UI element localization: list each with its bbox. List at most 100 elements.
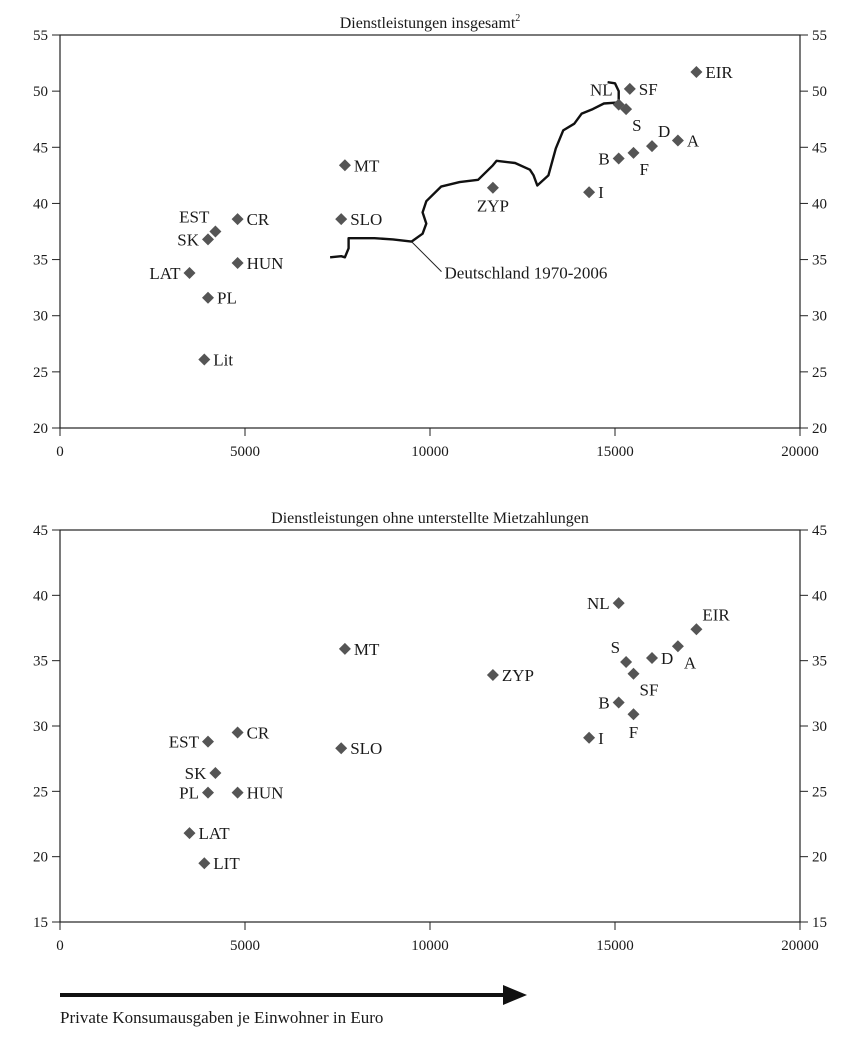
chart1-point-d (646, 652, 658, 665)
chart1-point-label-slo: SLO (350, 739, 382, 758)
chart0-point-label-pl: PL (217, 289, 237, 308)
chart1-point-f (627, 708, 640, 721)
chart1-point-est (202, 735, 214, 748)
chart1-ytick-label-left-30: 30 (33, 719, 48, 735)
chart1-point-sk (209, 767, 222, 780)
chart1-point-i (583, 731, 596, 744)
chart0-point-mt (338, 159, 351, 172)
chart1-ytick-label-left-45: 45 (33, 523, 48, 539)
chart1-ytick-label-right-45: 45 (812, 523, 827, 539)
chart0-point-label-f: F (640, 160, 649, 179)
chart1-point-label-hun: HUN (247, 784, 284, 803)
chart1-point-label-sk: SK (185, 764, 207, 783)
chart0-point-label-lat: LAT (149, 264, 181, 283)
chart0-point-label-lit: Lit (213, 351, 233, 370)
chart0-point-label-sk: SK (177, 230, 199, 249)
chart1-ytick-label-right-15: 15 (812, 915, 827, 931)
chart0-point-label-slo: SLO (350, 210, 382, 229)
chart1-point-slo (335, 742, 348, 755)
chart1-point-sf (627, 667, 640, 680)
chart1-point-label-cr: CR (247, 724, 270, 743)
chart0-ytick-label-right-20: 20 (812, 421, 827, 437)
chart0-point-pl (202, 291, 214, 304)
chart0-title: Dienstleistungen insgesamt2 (340, 13, 521, 32)
chart0-ytick-label-right-35: 35 (812, 253, 827, 269)
chart1-point-label-i: I (598, 729, 604, 748)
chart0-series-annotation: Deutschland 1970-2006 (445, 264, 608, 283)
chart0-ytick-label-right-45: 45 (812, 140, 827, 156)
chart0-point-label-hun: HUN (247, 254, 284, 273)
chart0-ytick-label-right-40: 40 (812, 196, 827, 212)
chart0-point-cr (231, 213, 244, 226)
chart0-xtick-label-20000: 20000 (781, 444, 819, 460)
chart1-xtick-label-20000: 20000 (781, 938, 819, 954)
chart1-point-label-f: F (629, 723, 638, 742)
chart0-point-eir (690, 66, 703, 79)
chart1-point-a (671, 640, 684, 653)
chart0-ytick-label-right-50: 50 (812, 84, 827, 100)
chart1-point-eir (690, 623, 703, 636)
chart1-xtick-label-15000: 15000 (596, 938, 634, 954)
chart1-point-nl (612, 597, 625, 610)
chart0-ytick-label-left-40: 40 (33, 196, 48, 212)
chart0-point-label-eir: EIR (705, 63, 733, 82)
chart0-xtick-label-15000: 15000 (596, 444, 634, 460)
chart0-point-label-a: A (687, 132, 700, 151)
chart0-point-zyp (486, 181, 499, 194)
chart1-ytick-label-left-40: 40 (33, 588, 48, 604)
chart1-point-mt (338, 642, 351, 655)
chart0-point-label-sf: SF (639, 80, 658, 99)
chart0-title-superscript: 2 (515, 13, 520, 24)
chart1-point-label-b: B (598, 693, 609, 712)
chart0-point-label-b: B (598, 150, 609, 169)
chart1-point-label-a: A (684, 653, 697, 672)
chart1-ytick-label-right-30: 30 (812, 719, 827, 735)
chart1-ytick-label-left-35: 35 (33, 654, 48, 670)
x-caption-group: Private Konsumausgaben je Einwohner in E… (60, 985, 527, 1027)
chart1-point-hun (231, 786, 244, 799)
chart0-ytick-label-left-35: 35 (33, 253, 48, 269)
chart0-series-annotation-leader (411, 241, 442, 272)
chart0-plot-frame (59, 34, 801, 429)
chart1-point-label-mt: MT (354, 640, 380, 659)
chart0-point-lat (183, 267, 196, 280)
chart0-point-label-cr: CR (247, 210, 270, 229)
chart0-point-label-i: I (598, 183, 604, 202)
chart0-point-lit (198, 353, 211, 366)
chart0-point-label-d: D (658, 122, 670, 141)
chart0-point-label-mt: MT (354, 156, 380, 175)
chart1-ytick-label-right-35: 35 (812, 654, 827, 670)
chart0-point-slo (335, 213, 348, 226)
chart1-point-b (612, 696, 625, 709)
chart0-xtick-label-10000: 10000 (411, 444, 449, 460)
chart1-ytick-label-right-40: 40 (812, 588, 827, 604)
chart1-plot-frame (59, 529, 801, 923)
chart1-point-label-s: S (611, 638, 620, 657)
chart0-point-f (627, 146, 640, 159)
chart1-ytick-label-left-15: 15 (33, 915, 48, 931)
chart0-point-b (612, 152, 625, 165)
chart0-point-sk (202, 233, 214, 246)
chart0-ytick-label-left-20: 20 (33, 421, 48, 437)
chart1-point-lat (183, 827, 196, 840)
chart1-point-label-eir: EIR (702, 605, 730, 624)
chart0-point-i (583, 186, 596, 199)
chart1-point-label-zyp: ZYP (502, 666, 534, 685)
chart0-point-label-nl: NL (590, 81, 613, 100)
chart1-point-pl (202, 786, 214, 799)
chart1-title: Dienstleistungen ohne unterstellte Mietz… (271, 510, 589, 527)
chart1-point-label-lat: LAT (199, 824, 231, 843)
chart0-point-s (620, 103, 633, 116)
chart0-point-sf (623, 82, 636, 95)
chart0-ytick-label-left-55: 55 (33, 28, 48, 44)
chart0-point-a (671, 134, 684, 147)
chart1-ytick-label-left-25: 25 (33, 784, 48, 800)
chart0-ytick-label-left-45: 45 (33, 140, 48, 156)
chart0-point-est (209, 225, 222, 238)
chart0-point-d (646, 140, 658, 153)
chart0-ytick-label-right-25: 25 (812, 365, 827, 381)
chart0-xtick-label-5000: 5000 (230, 444, 260, 460)
